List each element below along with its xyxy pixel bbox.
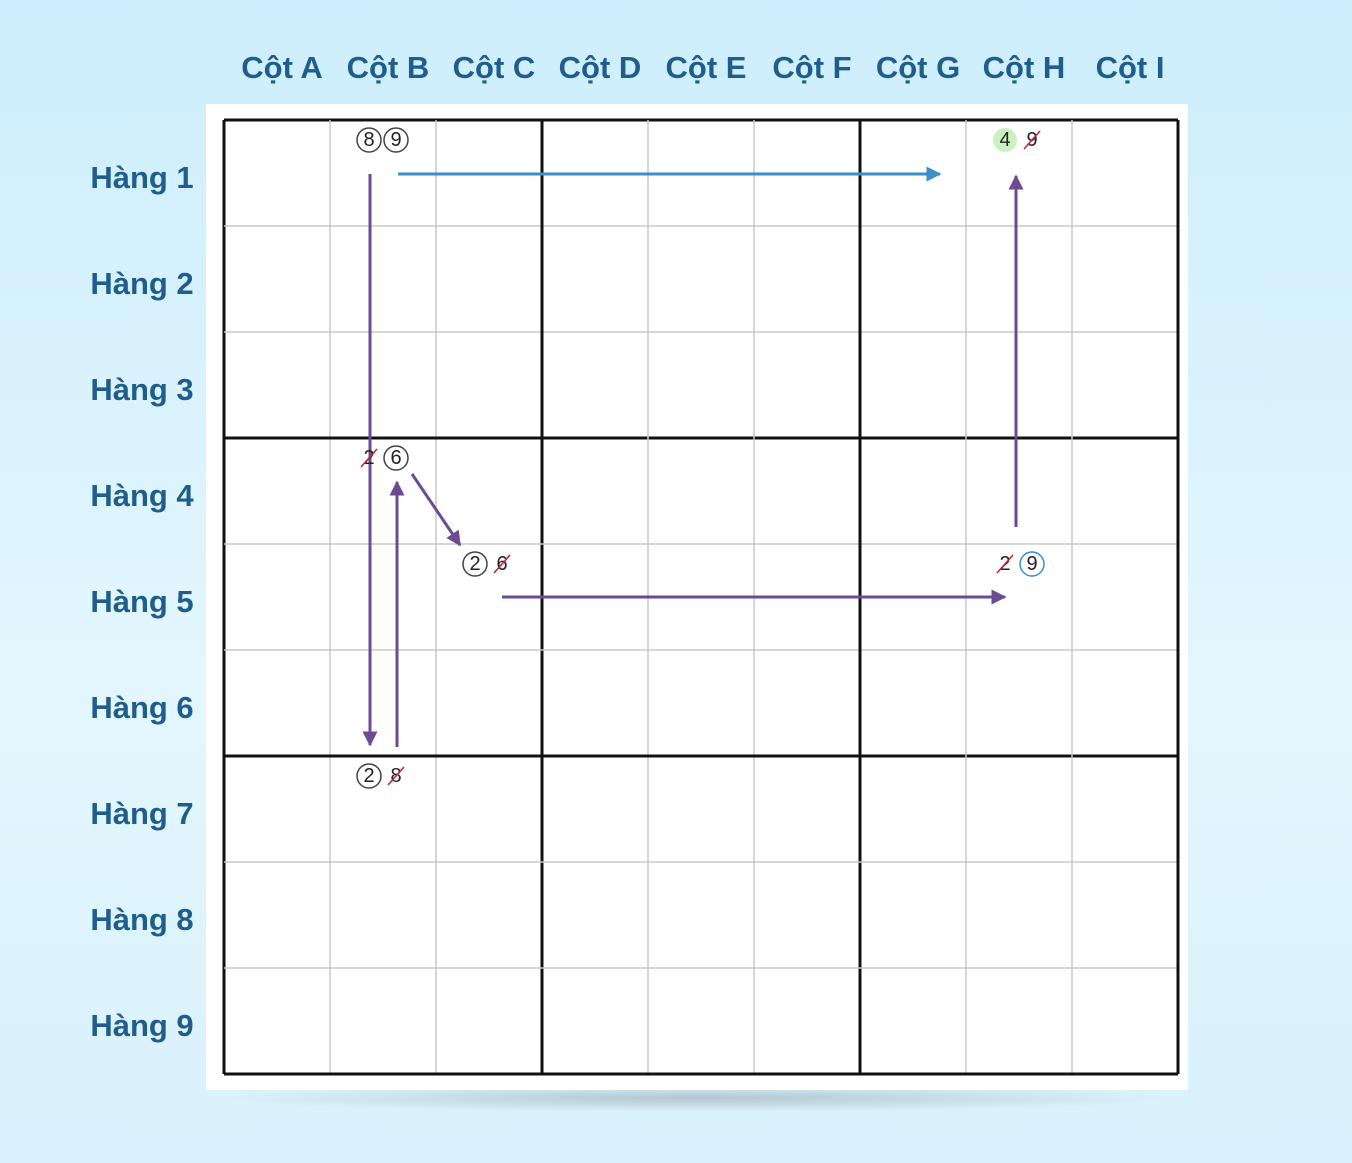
column-label: Cột H bbox=[983, 50, 1066, 85]
strike bbox=[360, 448, 378, 468]
arrow bbox=[410, 473, 462, 547]
candidate-circle bbox=[1019, 551, 1045, 577]
column-label: Cột F bbox=[772, 50, 851, 85]
row-label: Hàng 1 bbox=[90, 160, 193, 195]
column-label: Cột D bbox=[559, 50, 642, 85]
row-label: Hàng 2 bbox=[90, 266, 193, 301]
column-label: Cột A bbox=[241, 50, 323, 85]
candidate-circle bbox=[356, 763, 382, 789]
column-label: Cột I bbox=[1096, 50, 1165, 85]
candidate-circle bbox=[383, 445, 409, 471]
column-label: Cột C bbox=[453, 50, 536, 85]
candidate: 4 bbox=[999, 129, 1010, 151]
strike bbox=[996, 554, 1014, 574]
row-label: Hàng 4 bbox=[90, 478, 194, 513]
candidate: 2 bbox=[469, 553, 480, 575]
candidate-highlight bbox=[993, 128, 1017, 152]
shadow bbox=[227, 1084, 1167, 1112]
row-label: Hàng 8 bbox=[90, 902, 193, 937]
candidate: 6 bbox=[390, 447, 401, 469]
labels: Cột A Cột B Cột C Cột D Cột E Cột F Cột G Cột H… bbox=[90, 50, 1164, 1043]
strike bbox=[493, 554, 511, 574]
row-label: Hàng 7 bbox=[90, 796, 193, 831]
candidate: 9 bbox=[390, 129, 401, 151]
candidates: 894926262928 bbox=[356, 127, 1045, 789]
candidate: 8 bbox=[363, 129, 374, 151]
candidate: 2 bbox=[363, 765, 374, 787]
column-label: Cột G bbox=[876, 50, 960, 85]
row-label: Hàng 6 bbox=[90, 690, 193, 725]
row-label: Hàng 9 bbox=[90, 1008, 193, 1043]
row-label: Hàng 5 bbox=[90, 584, 193, 619]
arrows bbox=[362, 166, 1024, 747]
column-label: Cột B bbox=[347, 50, 430, 85]
candidate-circle bbox=[462, 551, 488, 577]
candidate: 9 bbox=[1026, 553, 1037, 575]
strike bbox=[1023, 130, 1041, 150]
row-label: Hàng 3 bbox=[90, 372, 193, 407]
candidate-circle bbox=[356, 127, 382, 153]
column-label: Cột E bbox=[666, 50, 747, 85]
strike bbox=[387, 766, 405, 786]
candidate-circle bbox=[383, 127, 409, 153]
